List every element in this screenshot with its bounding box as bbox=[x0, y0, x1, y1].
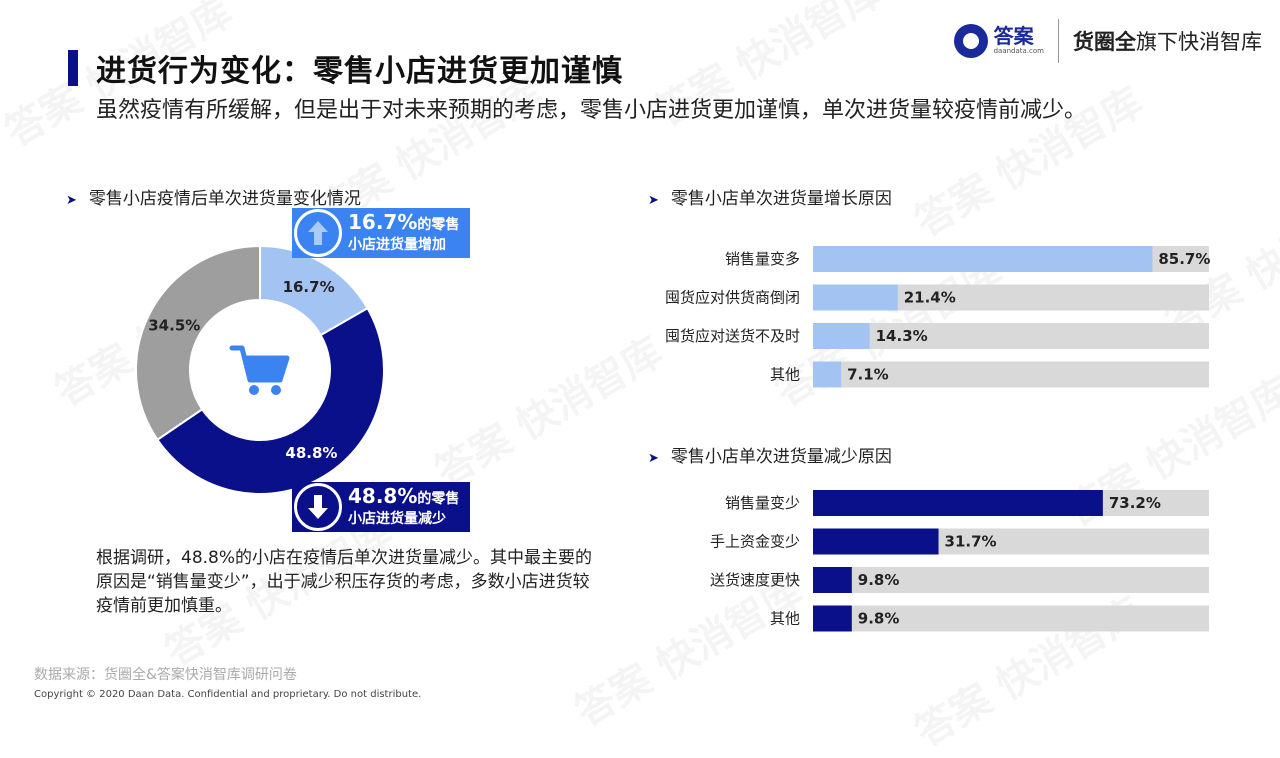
decrease-bar-2 bbox=[813, 567, 852, 593]
right-section-title-up: ➤ 零售小店单次进货量增长原因 bbox=[648, 184, 892, 209]
increase-category-2: 囤货应对送货不及时 bbox=[665, 327, 800, 345]
callout-increase-value: 16.7% bbox=[348, 209, 418, 234]
donut-slice-2 bbox=[135, 244, 261, 442]
title-accent-bar bbox=[68, 50, 78, 86]
brand-text: 货圈全旗下快消智库 bbox=[1073, 26, 1262, 56]
decrease-bar-3 bbox=[813, 605, 852, 632]
copyright: Copyright © 2020 Daan Data. Confidential… bbox=[34, 689, 422, 700]
increase-bar-2 bbox=[813, 323, 870, 349]
increase-category-1: 囤货应对供货商倒闭 bbox=[665, 289, 800, 307]
section-arrow-icon: ➤ bbox=[648, 451, 659, 466]
logo-text-group: 答案 daandata.com bbox=[994, 26, 1044, 56]
callout-decrease-value: 48.8% bbox=[348, 483, 418, 508]
page-title: 进货行为变化：零售小店进货更加谨慎 bbox=[96, 54, 623, 89]
analysis-note: 根据调研，48.8%的小店在疫情后单次进货量减少。其中最主要的原因是“销售量变少… bbox=[96, 548, 593, 616]
shopping-cart-icon bbox=[229, 345, 290, 395]
donut-chart: 16.7% 48.8% 34.5% bbox=[135, 244, 385, 495]
callout-increase-suffix: 的零售 bbox=[417, 216, 460, 233]
arrow-up-icon bbox=[294, 209, 342, 257]
increase-value-0: 85.7% bbox=[1158, 250, 1210, 268]
decrease-value-0: 73.2% bbox=[1109, 494, 1161, 512]
right-section-title-down: ➤ 零售小店单次进货量减少原因 bbox=[648, 442, 892, 467]
increase-bar-1 bbox=[813, 284, 898, 311]
donut-label-0: 16.7% bbox=[283, 278, 335, 296]
increase-bar-0 bbox=[813, 246, 1153, 272]
callout-decrease-text: 48.8%的零售 小店进货量减少 bbox=[348, 486, 459, 529]
arrow-down-icon bbox=[294, 483, 342, 531]
callout-decrease-line2: 小店进货量减少 bbox=[348, 510, 446, 527]
decrease-category-1: 手上资金变少 bbox=[710, 533, 800, 551]
page-subtitle: 虽然疫情有所缓解，但是出于对未来预期的考虑，零售小店进货更加谨慎，单次进货量较疫… bbox=[96, 98, 1087, 123]
increase-track-3 bbox=[813, 361, 1209, 388]
callout-increase-text: 16.7%的零售 小店进货量增加 bbox=[348, 212, 459, 255]
logo-area: 答案 daandata.com 货圈全旗下快消智库 bbox=[953, 16, 1262, 66]
increase-category-0: 销售量变多 bbox=[725, 250, 800, 268]
logo-sub: daandata.com bbox=[993, 47, 1044, 55]
decrease-bar-1 bbox=[813, 528, 939, 555]
callout-increase-line2: 小店进货量增加 bbox=[348, 236, 446, 253]
decrease-track-3 bbox=[813, 605, 1209, 632]
decrease-category-2: 送货速度更快 bbox=[710, 571, 800, 589]
left-section-title: ➤ 零售小店疫情后单次进货量变化情况 bbox=[66, 184, 361, 209]
logo-divider bbox=[1058, 19, 1059, 63]
decrease-value-2: 9.8% bbox=[858, 571, 900, 589]
decrease-value-1: 31.7% bbox=[945, 533, 997, 551]
logo-name: 答案 bbox=[993, 24, 1034, 48]
increase-value-3: 7.1% bbox=[847, 366, 889, 384]
donut-slice-1 bbox=[156, 306, 385, 495]
section-arrow-icon: ➤ bbox=[66, 193, 77, 208]
section-arrow-icon: ➤ bbox=[648, 193, 659, 208]
increase-bar-3 bbox=[813, 361, 842, 388]
daan-logo-icon bbox=[953, 24, 988, 58]
decrease-track-2 bbox=[813, 567, 1209, 593]
data-source: 数据来源：货圈全&答案快消智库调研问卷 bbox=[34, 667, 297, 683]
decrease-category-3: 其他 bbox=[770, 610, 800, 628]
bar-chart-decrease-reasons: 销售量变少 73.2% 手上资金变少 31.7% 送货速度更快 9.8% 其他 9.8% bbox=[710, 490, 1209, 632]
increase-value-1: 21.4% bbox=[904, 289, 956, 307]
decrease-category-0: 销售量变少 bbox=[725, 494, 800, 512]
increase-value-2: 14.3% bbox=[876, 327, 928, 345]
increase-category-3: 其他 bbox=[770, 366, 800, 384]
increase-track-2 bbox=[813, 323, 1209, 349]
callout-decrease-suffix: 的零售 bbox=[417, 490, 460, 507]
decrease-bar-0 bbox=[813, 490, 1103, 516]
right-section-title-up-text: 零售小店单次进货量增长原因 bbox=[670, 189, 892, 209]
brand-bold: 货圈全 bbox=[1073, 30, 1136, 54]
right-section-title-down-text: 零售小店单次进货量减少原因 bbox=[670, 447, 892, 467]
bar-chart-increase-reasons: 销售量变多 85.7% 囤货应对供货商倒闭 21.4% 囤货应对送货不及时 14.3% 其他… bbox=[665, 246, 1210, 388]
callout-decrease: 48.8%的零售 小店进货量减少 bbox=[292, 482, 470, 532]
donut-label-1: 48.8% bbox=[285, 444, 337, 462]
callout-increase: 16.7%的零售 小店进货量增加 bbox=[292, 208, 470, 258]
left-section-title-text: 零售小店疫情后单次进货量变化情况 bbox=[88, 189, 361, 209]
decrease-value-3: 9.8% bbox=[858, 610, 900, 628]
donut-label-2: 34.5% bbox=[148, 317, 200, 335]
brand-rest: 旗下快消智库 bbox=[1136, 30, 1262, 54]
